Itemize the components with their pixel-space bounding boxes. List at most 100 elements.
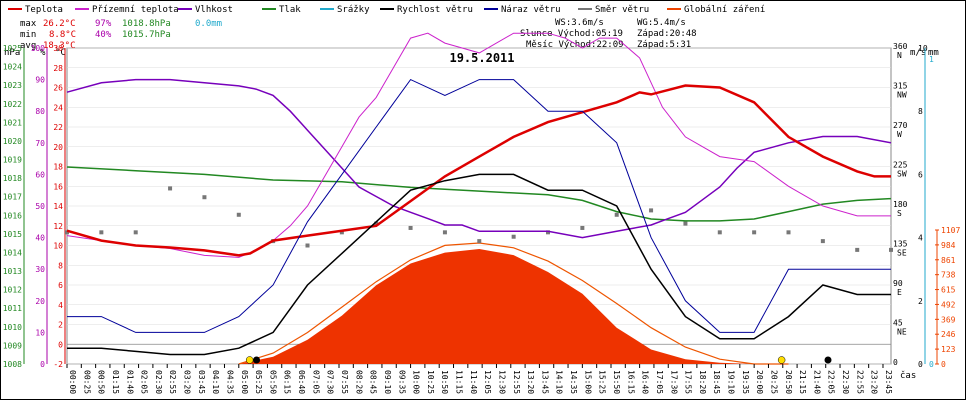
y-tick-pct: 0	[40, 360, 45, 369]
wind-direction-point	[442, 230, 447, 235]
y-tick-hpa: 1011	[3, 304, 22, 313]
axis-unit-hpa: hPa	[4, 48, 20, 58]
y-tick-degc: 30	[53, 44, 63, 53]
y-tick-hpa: 1010	[3, 323, 22, 332]
x-ticks-layer: 00:00 00:25 00:50 01:15 01:40 02:05 02:30 02:55…	[66, 364, 893, 394]
y-tick-dir-letter: W	[897, 130, 902, 139]
y-tick-dir: 45	[893, 319, 903, 328]
sunrise-marker	[245, 356, 254, 364]
wind-direction-point	[477, 239, 482, 244]
chart-title: 19.5.2011	[449, 51, 514, 65]
x-tick-label: 10:25	[426, 370, 435, 394]
y-tick-pct: 10	[35, 328, 45, 337]
wind-direction-point	[339, 230, 344, 235]
legend-label: Teplota	[25, 5, 63, 15]
info-block: WS:3.6m/s WG:5.4m/s Slunce Východ:05:19 …	[520, 18, 697, 50]
x-tick-label: 02:30	[154, 370, 163, 394]
x-tick-label: 15:50	[612, 370, 621, 394]
stats-block: max 26.2°C 97% 1018.8hPa 0.0mm min 8.8°C…	[20, 19, 222, 51]
moonset-marker	[253, 356, 261, 364]
y-tick-ms: 8	[918, 107, 923, 116]
series-wind-speed	[67, 173, 891, 356]
x-tick-label: 13:20	[526, 370, 535, 394]
x-tick-label: 11:40	[469, 370, 478, 394]
y-tick-rad: 369	[941, 315, 956, 324]
x-tick-label: 05:25	[254, 370, 263, 394]
y-tick-pct: 90	[35, 76, 45, 85]
info-ws: WS:3.6m/s	[555, 18, 604, 28]
legend: Teplota Přízemní teplota Vlhkost Tlak Srážky…	[8, 5, 765, 15]
wind-direction-point	[786, 230, 791, 235]
y-tick-degc: 8	[58, 261, 63, 270]
x-tick-label: 14:35	[569, 370, 578, 394]
stats-min-temp: 8.8°C	[49, 30, 76, 40]
y-tick-dir: 225	[893, 161, 908, 170]
y-tick-degc: 12	[53, 222, 63, 231]
legend-label: Tlak	[279, 5, 301, 15]
y-tick-rad: 123	[941, 345, 956, 354]
wind-direction-point	[305, 243, 310, 248]
x-tick-label: 11:15	[455, 370, 464, 394]
x-tick-label: 07:05	[311, 370, 320, 394]
stats-avg-label: avg	[20, 41, 36, 51]
y-tick-rad: 492	[941, 300, 956, 309]
x-tick-label: 19:10	[727, 370, 736, 394]
info-sun: Slunce Východ:05:19	[520, 29, 623, 39]
x-tick-label: 03:45	[197, 370, 206, 394]
x-tick-label: 16:40	[641, 370, 650, 394]
x-tick-label: 00:00	[68, 370, 77, 394]
legend-item: Směr větru	[578, 5, 649, 15]
x-tick-label: 03:20	[183, 370, 192, 394]
x-tick-label: 22:05	[827, 370, 836, 394]
y-tick-hpa: 1022	[3, 100, 22, 109]
y-tick-dir-letter: SW	[897, 170, 907, 179]
y-tick-pct: 30	[35, 265, 45, 274]
wind-direction-point	[855, 247, 860, 252]
y-tick-degc: 20	[53, 143, 63, 152]
y-tick-degc: 18	[53, 163, 63, 172]
y-tick-rad: 984	[941, 241, 956, 250]
y-tick-ms: 4	[918, 234, 923, 243]
y-tick-dir: 180	[893, 200, 908, 209]
axis-unit-mm: mm	[928, 48, 939, 58]
axis-unit-ms: m/s	[910, 48, 926, 58]
y-tick-dir-letter: N	[897, 51, 902, 60]
y-tick-rad: 738	[941, 271, 956, 280]
wind-direction-point	[546, 230, 551, 235]
series-global-radiation	[238, 249, 789, 364]
info-wg: WG:5.4m/s	[637, 18, 686, 28]
y-tick-hpa: 1018	[3, 174, 22, 183]
legend-item: Přízemní teplota	[75, 5, 179, 15]
x-tick-label: 02:55	[168, 370, 177, 394]
x-tick-label: 18:20	[698, 370, 707, 394]
y-tick-dir-letter: SE	[897, 249, 907, 258]
y-tick-rad: 1107	[941, 226, 960, 235]
y-tick-ms: 0	[918, 360, 923, 369]
x-tick-label: 21:40	[812, 370, 821, 394]
y-tick-pct: 100	[31, 44, 46, 53]
y-tick-hpa: 1020	[3, 137, 22, 146]
y-tick-hpa: 1015	[3, 230, 22, 239]
stats-max-hum: 97%	[95, 19, 112, 29]
y-tick-ms: 10	[918, 44, 928, 53]
y-tick-hpa: 1025	[3, 44, 22, 53]
legend-item: Globální záření	[667, 5, 765, 15]
y-tick-hpa: 1008	[3, 360, 22, 369]
x-tick-label: 12:30	[497, 370, 506, 394]
x-tick-label: 08:45	[369, 370, 378, 394]
moonrise-marker	[824, 356, 832, 364]
y-tick-dir-letter: NE	[897, 328, 907, 337]
legend-item: Rychlost větru	[380, 5, 473, 15]
series-temperature	[66, 84, 891, 257]
stats-max-label: max	[20, 19, 37, 29]
wind-direction-point	[133, 230, 138, 235]
x-tick-label: 00:50	[97, 370, 106, 394]
axes-layer: 1025102410231022102110201019101810171016…	[3, 42, 961, 369]
info-sun-set: Západ:20:48	[637, 29, 697, 39]
wind-direction-point	[752, 230, 757, 235]
legend-item: Vlhkost	[178, 5, 233, 15]
wind-direction-point	[820, 239, 825, 244]
legend-label: Rychlost větru	[397, 5, 473, 15]
legend-label: Srážky	[337, 5, 370, 15]
